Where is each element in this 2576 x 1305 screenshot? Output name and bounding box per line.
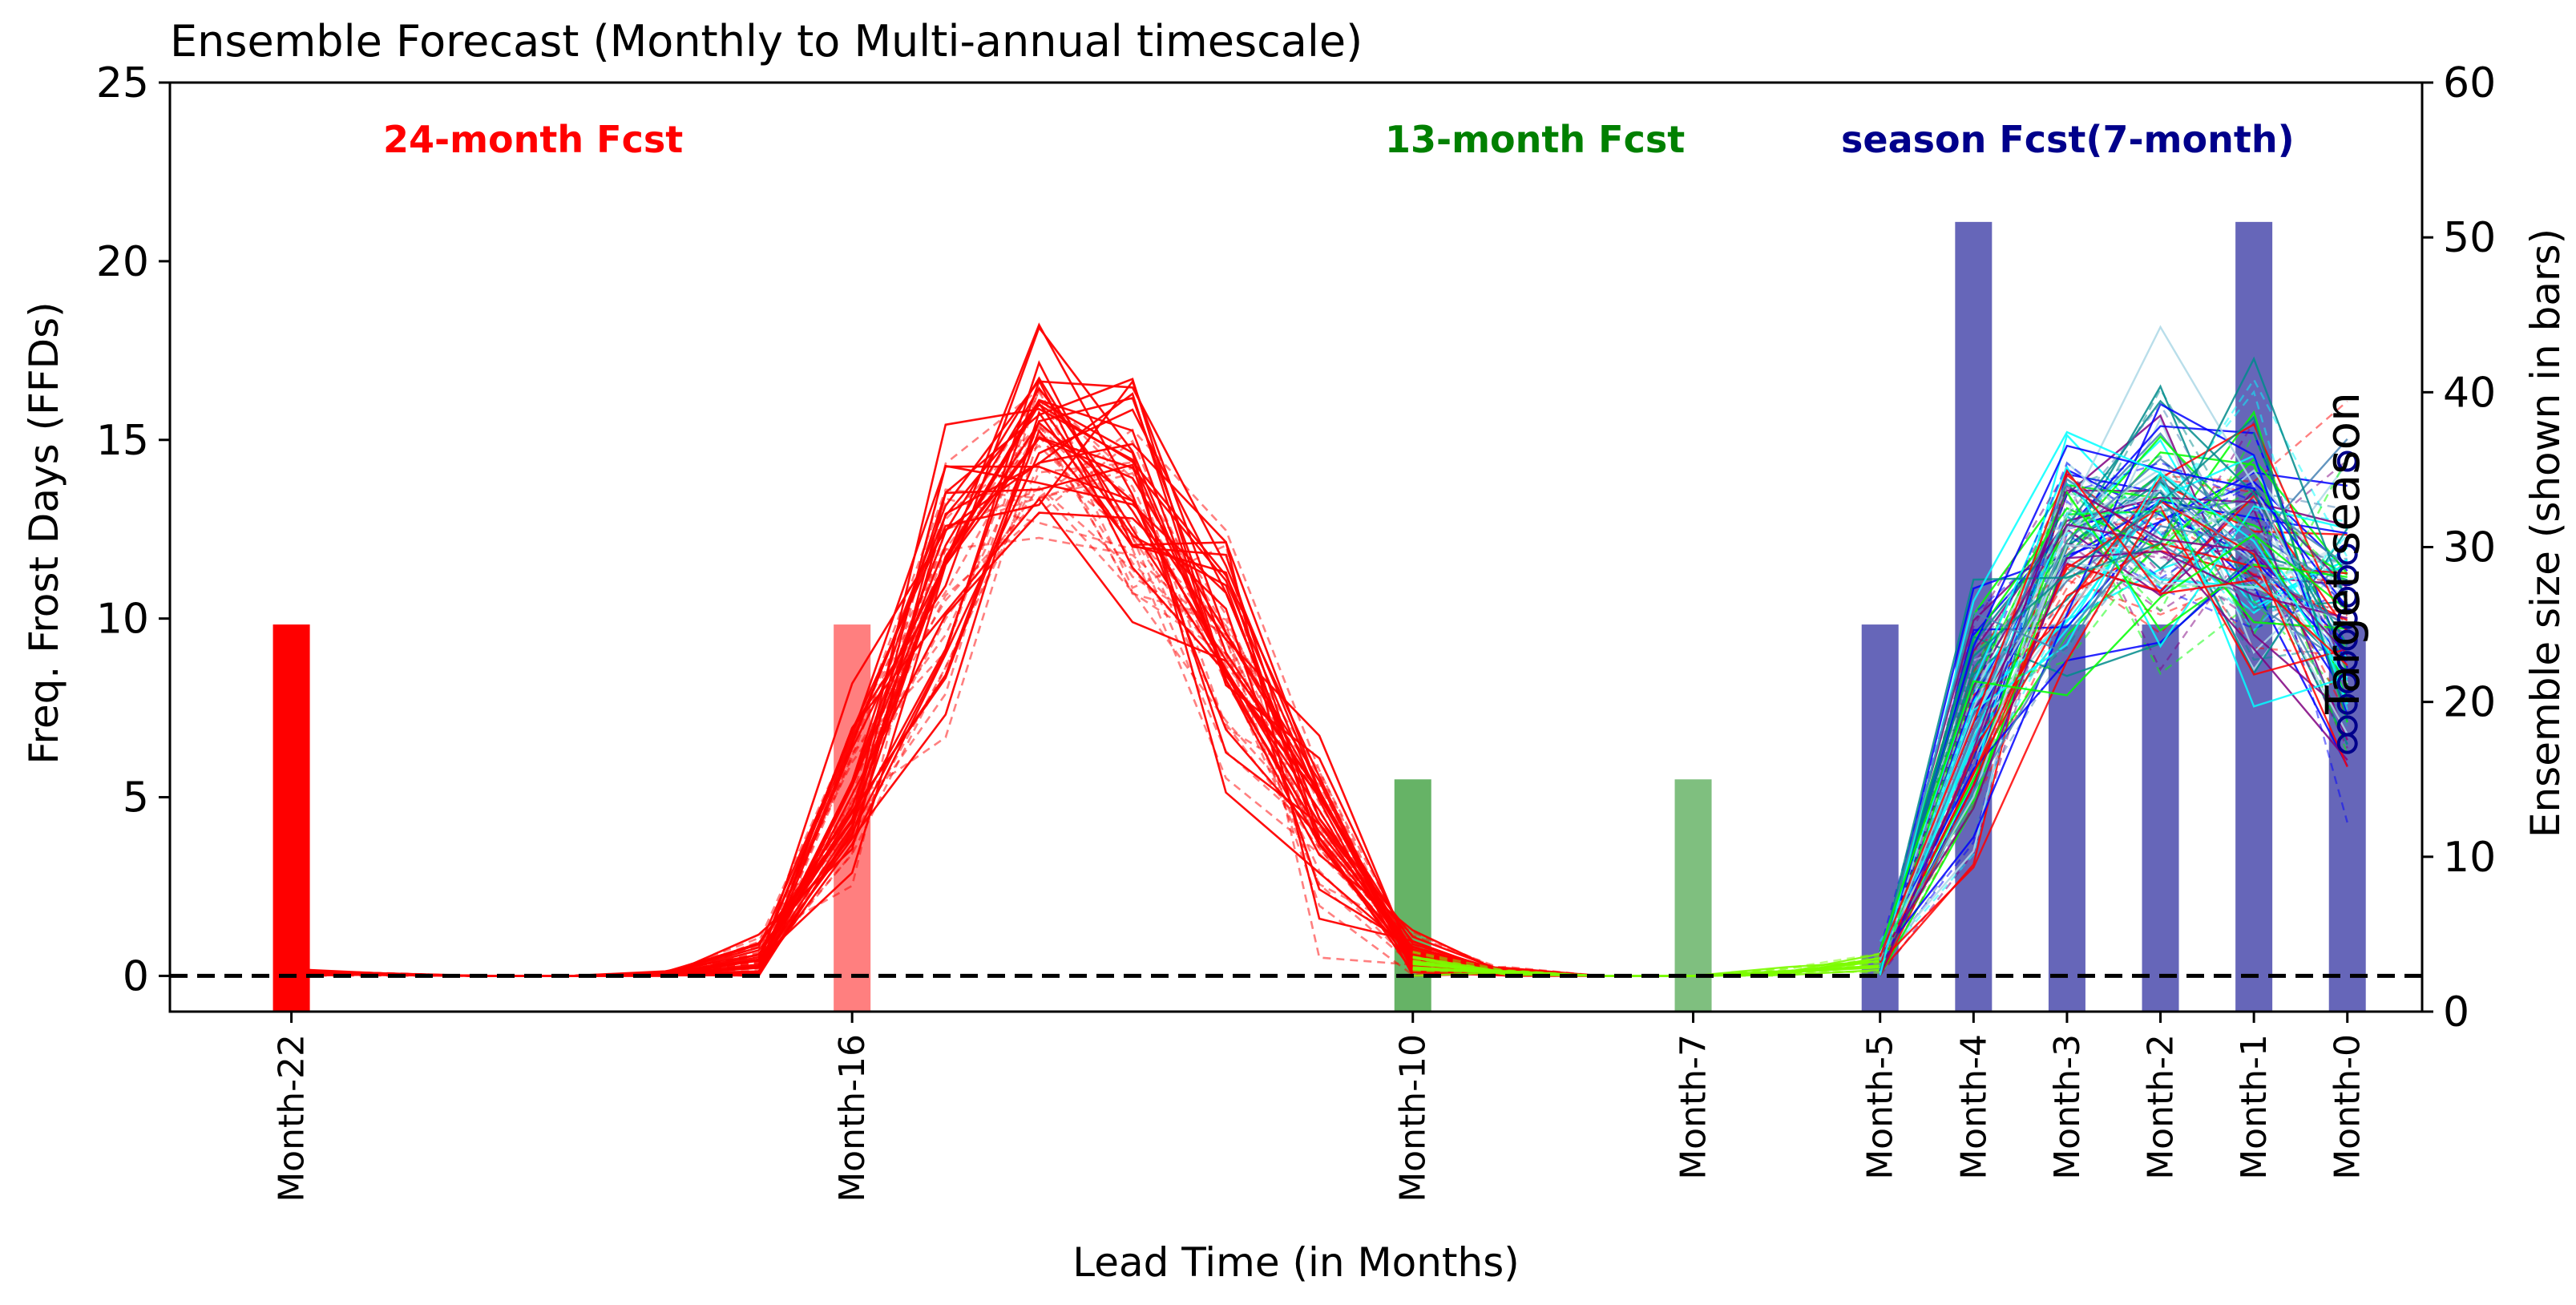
y-tick-label-left: 15 [96, 417, 149, 465]
x-tick-label: Month-10 [1393, 1034, 1434, 1202]
annotation-24-month: 24-month Fcst [383, 118, 683, 161]
member-line-season [1879, 461, 2348, 960]
member-line-season [1879, 553, 2348, 961]
y-axis-title-right: Ensemble size (shown in bars) [2522, 228, 2569, 838]
x-tick-label: Month-2 [2141, 1034, 2182, 1180]
ensemble-bar-m2 [2142, 624, 2179, 1012]
member-line-24month [291, 497, 1694, 977]
member-line-season [1879, 477, 2348, 961]
member-line-season [1879, 485, 2348, 976]
member-line-season [1879, 550, 2348, 958]
member-line-season [1879, 378, 2348, 943]
member-line-season [1879, 461, 2348, 972]
member-line-season [1879, 501, 2348, 972]
member-line-season [1879, 468, 2348, 957]
x-tick-label: Month-1 [2234, 1034, 2275, 1180]
target-marker [2336, 629, 2358, 651]
target-marker [2336, 543, 2358, 565]
member-line-season [1879, 402, 2348, 957]
target-marker [2336, 693, 2358, 715]
target-marker [2336, 450, 2358, 472]
x-tick-label: Month-16 [832, 1034, 873, 1202]
y-tick-label-right: 50 [2443, 214, 2496, 262]
x-tick-label: Month-5 [1860, 1034, 1901, 1180]
member-line-season [1879, 533, 2348, 951]
member-line-season [1879, 444, 2348, 972]
chart-title: Ensemble Forecast (Monthly to Multi-annu… [170, 16, 1363, 67]
ensemble-member-lines [291, 322, 2348, 977]
y-tick-label-right: 0 [2443, 988, 2469, 1036]
member-line-season [1879, 433, 2348, 974]
target-marker [2336, 715, 2358, 737]
axes: 0 5 10 15 20 25 0 10 20 30 40 50 60 Month-22 Month-16 M… [96, 59, 2496, 1202]
y-tick-label-right: 30 [2443, 524, 2496, 572]
y-tick-label-left: 20 [96, 238, 149, 286]
member-line-24month [291, 325, 1694, 977]
target-season-label: Target season [2316, 392, 2370, 715]
target-marker [2336, 672, 2358, 693]
member-line-season [1879, 470, 2348, 967]
x-tick-label: Month-0 [2328, 1034, 2368, 1180]
ensemble-bar-m22 [273, 624, 310, 1012]
member-line-season [1879, 499, 2348, 963]
target-marker [2336, 651, 2358, 673]
x-tick-label: Month-7 [1674, 1034, 1714, 1180]
ensemble-bar-m7 [1674, 779, 1712, 1012]
member-line-season [1879, 557, 2348, 953]
member-line-season [1879, 541, 2348, 973]
y-tick-label-left: 25 [96, 59, 149, 107]
x-tick-label: Month-4 [1953, 1034, 1994, 1180]
annotation-13-month: 13-month Fcst [1385, 118, 1685, 161]
member-line-24month [291, 386, 1694, 977]
y-tick-label-right: 20 [2443, 679, 2496, 727]
target-season-markers [2336, 450, 2358, 754]
member-line-24month [291, 497, 1694, 977]
member-line-season [1879, 356, 2348, 962]
x-tick-label: Month-3 [2047, 1034, 2088, 1180]
member-line-24month [291, 444, 1694, 977]
member-line-24month [291, 322, 1694, 977]
member-line-24month [291, 379, 1694, 977]
x-axis-title: Lead Time (in Months) [1072, 1239, 1520, 1286]
member-line-24month [291, 396, 1694, 977]
y-tick-label-left: 10 [96, 596, 149, 644]
y-tick-label-right: 60 [2443, 59, 2496, 107]
member-line-24month [291, 536, 1694, 977]
member-line-season [1879, 430, 2348, 976]
member-line-24month [291, 511, 1694, 977]
member-line-season [1879, 402, 2348, 968]
y-tick-label-right: 40 [2443, 369, 2496, 417]
member-line-season [1879, 486, 2348, 960]
y-axis-title-left: Freq. Frost Days (FFDs) [21, 301, 67, 764]
annotation-season: season Fcst(7-month) [1841, 118, 2295, 161]
y-tick-label-right: 10 [2443, 834, 2496, 882]
member-line-season [1879, 499, 2348, 964]
ensemble-bar-0 [2328, 624, 2366, 1012]
target-marker [2336, 586, 2358, 608]
member-line-season [1879, 415, 2348, 962]
x-tick-label: Month-22 [272, 1034, 313, 1202]
target-marker [2336, 608, 2358, 629]
member-line-season [1879, 483, 2348, 974]
y-tick-label-left: 0 [123, 952, 149, 1000]
y-tick-label-left: 5 [123, 774, 149, 822]
target-marker [2336, 565, 2358, 587]
